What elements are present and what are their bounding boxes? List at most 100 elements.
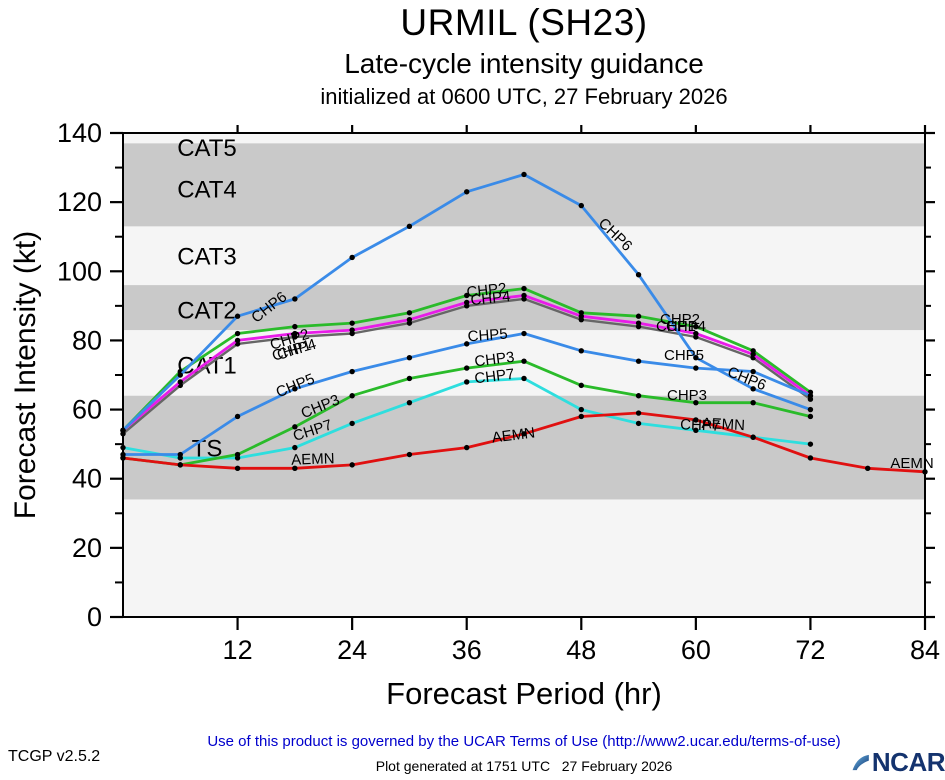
series-marker-chp2 — [406, 310, 413, 316]
category-band-cat4 — [123, 143, 925, 227]
series-marker-chp3 — [807, 413, 814, 420]
tcgp-version-label: TCGP v2.5.2 — [8, 748, 101, 765]
series-marker-chp6 — [750, 386, 756, 392]
series-marker-chp4 — [635, 320, 642, 326]
series-marker-chp7 — [635, 420, 642, 427]
x-tick-label: 36 — [452, 635, 482, 665]
y-tick-label: 20 — [72, 533, 102, 563]
model-line-label-chp2: CHP2 — [660, 311, 700, 328]
series-marker-chp5 — [693, 365, 699, 371]
model-line-label-chp5: CHP5 — [467, 326, 508, 346]
ncar-logo: NCAR — [851, 744, 945, 780]
series-marker-aemn — [349, 462, 355, 468]
ucar-terms-text: Use of this product is governed by the U… — [207, 733, 841, 750]
model-line-label-chp3: CHP3 — [667, 387, 707, 404]
series-marker-aemn — [693, 417, 699, 423]
series-marker-chp3 — [578, 382, 584, 389]
model-line-label-chp7: CHP7 — [474, 366, 516, 388]
model-line-label-chp1: CHP1 — [656, 318, 696, 335]
series-marker-chp2 — [635, 313, 642, 319]
series-marker-chp3 — [750, 399, 756, 406]
series-marker-chp4 — [349, 327, 355, 333]
y-tick-label: 100 — [57, 256, 102, 286]
model-line-label-chp7: CHP7 — [680, 416, 721, 434]
series-marker-aemn — [578, 413, 584, 420]
series-marker-aemn — [406, 451, 413, 458]
model-line-label-aemn: AEMN — [890, 455, 933, 472]
model-line-label-aemn: AEMN — [701, 415, 745, 434]
storm-title: URMIL (SH23) — [400, 2, 648, 43]
series-marker-chp6 — [693, 355, 699, 361]
series-marker-aemn — [521, 431, 527, 437]
series-marker-chp7 — [807, 441, 814, 447]
series-marker-chp5 — [807, 393, 814, 399]
series-marker-chp6 — [807, 406, 814, 413]
model-line-label-chp3: CHP3 — [474, 349, 516, 371]
series-marker-chp4 — [693, 330, 699, 337]
series-marker-aemn — [464, 444, 470, 451]
series-marker-chp5 — [521, 330, 527, 337]
category-band-ts — [123, 395, 925, 500]
series-marker-chp6 — [578, 202, 584, 209]
series-marker-chp4 — [578, 313, 584, 319]
y-tick-label: 140 — [57, 118, 102, 148]
series-marker-chp7 — [406, 399, 413, 406]
x-tick-label: 48 — [566, 635, 596, 665]
y-tick-label: 0 — [87, 602, 102, 632]
series-marker-chp7 — [693, 427, 699, 434]
series-marker-chp5 — [750, 368, 756, 375]
series-marker-chp5 — [349, 368, 355, 375]
series-marker-chp6 — [349, 254, 355, 261]
series-marker-chp6 — [635, 272, 642, 278]
series-marker-aemn — [750, 434, 756, 440]
series-marker-chp3 — [349, 393, 355, 399]
series-marker-aemn — [865, 465, 871, 472]
series-marker-chp6 — [464, 189, 470, 195]
ncar-swoosh-icon — [852, 754, 869, 770]
x-tick-label: 84 — [910, 635, 940, 665]
series-marker-chp3 — [635, 393, 642, 399]
series-marker-chp5 — [292, 386, 298, 392]
series-marker-chp6 — [521, 171, 527, 178]
category-label-cat2: CAT2 — [177, 297, 237, 324]
series-marker-chp7 — [464, 379, 470, 385]
series-marker-chp7 — [292, 444, 298, 451]
series-marker-chp4 — [292, 330, 298, 337]
series-marker-chp5 — [635, 358, 642, 364]
series-marker-chp2 — [292, 323, 298, 330]
series-marker-chp7 — [349, 420, 355, 427]
x-tick-label: 24 — [337, 635, 367, 665]
series-marker-chp2 — [521, 285, 527, 292]
series-marker-chp6 — [292, 296, 298, 302]
series-marker-chp2 — [349, 320, 355, 326]
series-marker-chp5 — [464, 341, 470, 347]
model-line-label-chp4: CHP4 — [470, 288, 512, 309]
series-marker-chp6 — [234, 313, 241, 319]
series-marker-aemn — [177, 462, 183, 468]
model-line-label-aemn: AEMN — [491, 424, 536, 446]
series-marker-chp4 — [521, 292, 527, 299]
initialization-line: initialized at 0600 UTC, 27 February 202… — [320, 84, 728, 109]
series-marker-chp4 — [406, 316, 413, 323]
series-marker-chp6 — [406, 223, 413, 230]
x-tick-label: 72 — [795, 635, 825, 665]
series-marker-chp6 — [177, 372, 183, 378]
series-marker-aemn — [807, 455, 814, 461]
series-marker-chp2 — [464, 292, 470, 299]
series-marker-chp5 — [578, 348, 584, 354]
model-line-label-chp4: CHP4 — [666, 318, 706, 335]
series-marker-chp3 — [693, 399, 699, 406]
x-axis-title: Forecast Period (hr) — [386, 676, 662, 711]
x-tick-label: 12 — [223, 635, 253, 665]
ncar-logo-text: NCAR — [871, 746, 945, 777]
y-tick-label: 80 — [72, 325, 102, 355]
series-marker-chp3 — [521, 358, 527, 364]
model-line-label-chp5: CHP5 — [664, 347, 704, 364]
category-label-cat5: CAT5 — [177, 135, 237, 162]
series-marker-chp2 — [234, 330, 241, 337]
series-marker-chp5 — [234, 413, 241, 420]
series-marker-chp4 — [177, 379, 183, 385]
category-band-cat2 — [123, 285, 925, 331]
